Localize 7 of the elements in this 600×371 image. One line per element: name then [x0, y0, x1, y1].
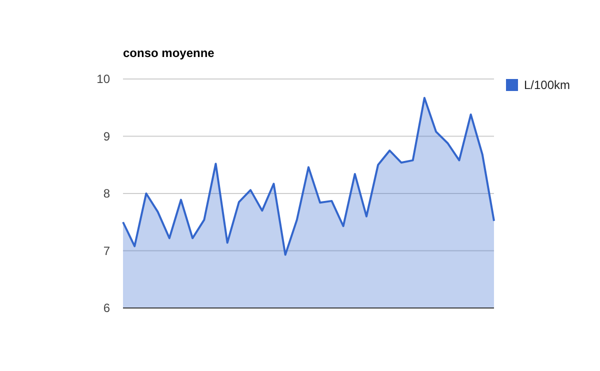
y-tick-label: 8: [103, 186, 110, 201]
y-tick-label: 9: [103, 129, 110, 144]
y-tick-label: 7: [103, 244, 110, 258]
chart-title: conso moyenne: [123, 46, 215, 60]
y-tick-label: 6: [103, 301, 110, 316]
y-tick-label: 10: [96, 72, 110, 86]
legend-label: L/100km: [524, 78, 570, 92]
